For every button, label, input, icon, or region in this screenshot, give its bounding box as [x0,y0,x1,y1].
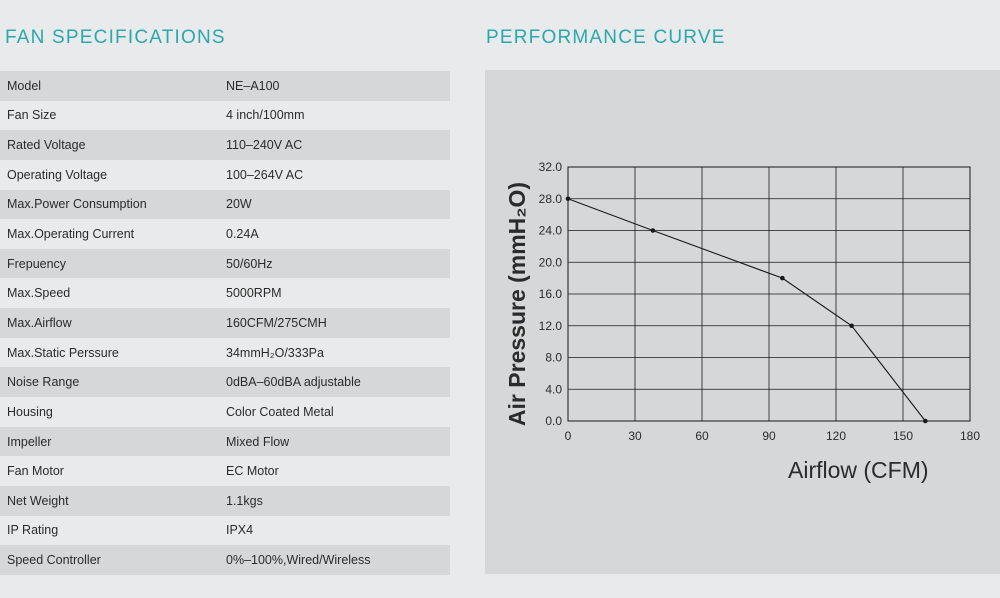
spec-label: Max.Airflow [7,315,72,330]
spec-label: Max.Speed [7,286,71,301]
spec-row: Max.Speed 5000RPM [0,278,450,309]
spec-row: Noise Range 0dBA–60dBA adjustable [0,367,450,398]
y-tick-label: 0.0 [545,414,562,428]
performance-chart-panel: 0.0 4.0 8.0 12.0 16.0 20.0 24.0 28.0 32.0 0 30 60 90… [485,70,1000,574]
x-tick-label: 120 [826,429,846,443]
spec-row: Impeller Mixed Flow [0,426,450,457]
performance-chart: 0.0 4.0 8.0 12.0 16.0 20.0 24.0 28.0 32.0 0 30 60 90… [504,160,980,483]
spec-label: Fan Size [7,108,57,123]
spec-value: 1.1kgs [226,493,263,508]
x-tick-label: 150 [893,429,913,443]
spec-label: Noise Range [7,375,80,390]
spec-value: 34mmH₂O/333Pa [226,345,324,360]
spec-row: Max.Static Perssure 34mmH₂O/333Pa [0,337,450,368]
spec-label: Fan Motor [7,464,64,479]
spec-label: Housing [7,404,53,419]
y-tick-label: 24.0 [539,224,563,238]
y-tick-label: 28.0 [539,192,563,206]
spec-value: 4 inch/100mm [226,108,305,123]
spec-value: IPX4 [226,523,254,538]
spec-label: Max.Static Perssure [7,345,119,360]
data-point [923,418,928,424]
spec-label: Rated Voltage [7,138,86,153]
spec-label: Speed Controller [7,553,101,568]
data-point [780,275,785,281]
spec-value: 0%–100%,Wired/Wireless [226,553,371,568]
data-point [650,228,656,233]
spec-label: Max.Operating Current [7,227,135,242]
x-tick-label: 90 [762,429,776,443]
y-tick-label: 20.0 [539,255,563,269]
y-axis-label: Air Pressure (mmH₂O) [504,182,530,426]
specifications-table: Model NE–A100 Fan Size 4 inch/100mm Rated Vo… [0,71,450,575]
data-point [565,196,571,202]
spec-row: Max.Operating Current 0.24A [0,219,450,249]
x-axis-label: Airflow (CFM) [788,457,929,483]
specifications-heading: FAN SPECIFICATIONS [5,27,226,48]
spec-row: Fan Size 4 inch/100mm [0,100,450,131]
x-tick-label: 0 [565,429,572,443]
spec-label: IP Rating [7,523,59,538]
spec-value: 5000RPM [226,286,282,301]
spec-value: Color Coated Metal [226,404,334,419]
spec-row: Max.Power Consumption 20W [0,189,450,220]
spec-label: Net Weight [7,493,69,508]
spec-value: 110–240V AC [226,138,303,153]
spec-row: Max.Airflow 160CFM/275CMH [0,308,450,338]
spec-row: Frepuency 50/60Hz [0,248,450,279]
spec-row: Operating Voltage 100–264V AC [0,159,450,190]
spec-row: Model NE–A100 [0,71,450,101]
spec-value: 160CFM/275CMH [226,315,327,330]
spec-row: Net Weight 1.1kgs [0,485,450,516]
spec-row: Speed Controller 0%–100%,Wired/Wireless [0,545,450,575]
spec-label: Operating Voltage [7,167,108,182]
spec-value: 0.24A [226,227,259,242]
y-tick-label: 12.0 [539,319,563,333]
x-tick-label: 60 [695,429,709,443]
spec-value: Mixed Flow [226,434,290,449]
spec-row: Rated Voltage 110–240V AC [0,130,450,160]
y-tick-label: 4.0 [545,382,562,396]
data-point [849,323,854,329]
spec-value: NE–A100 [226,78,280,93]
spec-row: IP Rating IPX4 [0,515,450,546]
spec-label: Model [7,78,42,93]
performance-curve-heading: PERFORMANCE CURVE [486,27,726,48]
x-tick-label: 180 [960,429,980,443]
spec-label: Max.Power Consumption [7,197,147,212]
spec-value: EC Motor [226,464,279,479]
y-tick-label: 16.0 [539,287,563,301]
spec-value: 0dBA–60dBA adjustable [226,375,361,390]
spec-label: Impeller [7,434,52,449]
spec-value: 100–264V AC [226,167,304,182]
x-tick-label: 30 [628,429,642,443]
spec-value: 50/60Hz [226,256,273,271]
spec-label: Frepuency [7,256,67,271]
y-tick-label: 8.0 [545,351,562,365]
spec-row: Housing Color Coated Metal [0,397,450,427]
spec-value: 20W [226,197,252,212]
y-tick-label: 32.0 [539,160,563,174]
spec-row: Fan Motor EC Motor [0,456,450,486]
